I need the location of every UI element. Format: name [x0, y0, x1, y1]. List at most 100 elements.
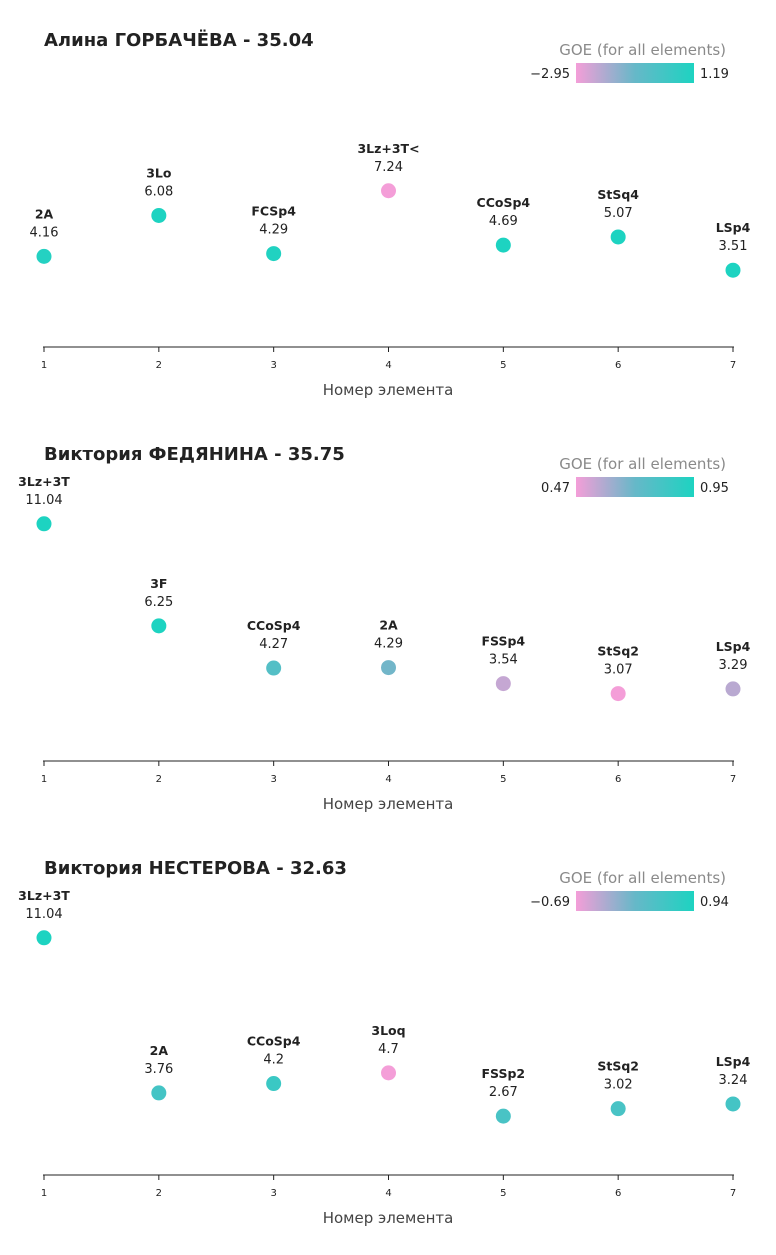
chart-3-point-score-label: 3.02	[604, 1078, 633, 1093]
chart-1-x-tick-label: 5	[500, 360, 506, 371]
chart-3-data-point	[381, 1065, 396, 1081]
chart-2-legend-min-label: 0.47	[541, 481, 570, 496]
chart-1-point-element-label: 2A	[35, 206, 54, 221]
chart-1-data-point	[381, 183, 396, 199]
chart-2-point-element-label: CCoSp4	[247, 618, 301, 633]
chart-2-point-element-label: FSSp4	[482, 634, 526, 649]
chart-3-data-point	[36, 930, 52, 946]
chart-1-point-element-label: StSq4	[597, 187, 639, 202]
chart-1-data-point	[266, 246, 282, 262]
chart-1-legend-gradient-bar	[576, 63, 694, 83]
chart-1-data-point	[495, 237, 511, 253]
chart-3-x-tick-label: 7	[730, 1188, 736, 1199]
chart-1-point-score-label: 4.16	[30, 225, 59, 240]
chart-2-x-tick-label: 1	[41, 774, 47, 785]
chart-1-data-point	[151, 207, 167, 223]
chart-1-x-tick-label: 3	[270, 360, 276, 371]
chart-2-point-element-label: LSp4	[716, 639, 751, 654]
chart-1-x-tick-label: 2	[156, 360, 162, 371]
chart-3-point-score-label: 3.24	[719, 1073, 748, 1088]
chart-1-data-point	[36, 248, 52, 264]
chart-2-title: Виктория ФЕДЯНИНА - 35.75	[44, 444, 345, 465]
chart-2-data-point	[266, 660, 282, 676]
chart-3-legend-min-label: −0.69	[530, 895, 570, 910]
chart-1-legend-title: GOE (for all elements)	[559, 41, 726, 59]
chart-3-point-element-label: FSSp2	[482, 1066, 526, 1081]
chart-1-title: Алина ГОРБАЧЁВА - 35.04	[44, 29, 314, 51]
chart-3-x-tick-label: 6	[615, 1188, 621, 1199]
chart-2-point-score-label: 3.07	[604, 663, 633, 678]
chart-2-x-tick-label: 3	[270, 774, 276, 785]
chart-2-data-point	[725, 681, 741, 697]
chart-2-point-element-label: 2A	[379, 618, 398, 633]
chart-2-point-element-label: 3Lz+3T	[18, 474, 70, 489]
chart-2-x-tick-label: 7	[730, 774, 736, 785]
chart-3-x-tick-label: 1	[41, 1188, 47, 1199]
chart-1-x-tick-label: 4	[385, 360, 391, 371]
chart-2-legend-title: GOE (for all elements)	[559, 455, 726, 473]
chart-1-point-element-label: CCoSp4	[477, 195, 531, 210]
chart-2-point-element-label: 3F	[150, 576, 167, 591]
chart-2-point-element-label: StSq2	[597, 644, 639, 659]
chart-svg-1: Алина ГОРБАЧЁВА - 35.04 GOE (for all elem…	[30, 29, 751, 399]
chart-1-point-element-label: 3Lo	[146, 165, 172, 180]
chart-3-x-tick-label: 4	[385, 1188, 391, 1199]
chart-2-data-point	[151, 618, 167, 634]
chart-1-legend-max-label: 1.19	[700, 67, 729, 82]
chart-3-title: Виктория НЕСТЕРОВА - 32.63	[44, 858, 347, 879]
chart-3-point-score-label: 2.67	[489, 1085, 518, 1100]
chart-2-data-point	[610, 686, 626, 702]
chart-3-data-point	[266, 1076, 282, 1092]
chart-2-point-score-label: 3.54	[489, 653, 518, 668]
chart-3-x-tick-label: 2	[156, 1188, 162, 1199]
chart-3-point-element-label: 3Lz+3T	[18, 888, 70, 903]
chart-3-data-point	[151, 1085, 167, 1101]
chart-1-x-axis-label: Номер элемента	[323, 381, 454, 399]
chart-svg-2: Виктория ФЕДЯНИНА - 35.75 GOE (for all el…	[18, 444, 751, 813]
chart-3-x-tick-label: 3	[270, 1188, 276, 1199]
chart-2-legend-gradient-bar	[576, 477, 694, 497]
chart-panel-1: Алина ГОРБАЧЁВА - 35.04 GOE (for all elem…	[0, 0, 776, 414]
chart-3-data-point	[725, 1096, 741, 1112]
chart-1-point-score-label: 4.29	[259, 223, 288, 238]
chart-1-point-score-label: 6.08	[144, 184, 173, 199]
chart-3-point-score-label: 3.76	[144, 1062, 173, 1077]
chart-3-legend-title: GOE (for all elements)	[559, 869, 726, 887]
chart-2-point-score-label: 11.04	[25, 493, 62, 508]
chart-1-point-element-label: FCSp4	[251, 204, 296, 219]
chart-1-x-tick-label: 1	[41, 360, 47, 371]
chart-2-point-score-label: 6.25	[144, 595, 173, 610]
chart-2-point-score-label: 3.29	[719, 658, 748, 673]
chart-3-point-element-label: 3Loq	[371, 1023, 405, 1038]
chart-1-data-point	[610, 229, 626, 245]
chart-3-data-point	[610, 1101, 626, 1117]
chart-3-x-tick-label: 5	[500, 1188, 506, 1199]
chart-2-x-axis-label: Номер элемента	[323, 795, 454, 813]
chart-3-data-point	[495, 1108, 511, 1124]
chart-1-x-tick-label: 7	[730, 360, 736, 371]
chart-2-x-tick-label: 4	[385, 774, 391, 785]
chart-2-data-point	[36, 516, 52, 532]
chart-3-legend-gradient-bar	[576, 891, 694, 911]
chart-1-point-score-label: 3.51	[719, 239, 748, 254]
chart-1-point-score-label: 4.69	[489, 214, 518, 229]
chart-1-x-tick-label: 6	[615, 360, 621, 371]
chart-1-point-score-label: 5.07	[604, 206, 633, 221]
chart-2-x-tick-label: 5	[500, 774, 506, 785]
chart-3-point-score-label: 4.7	[378, 1042, 399, 1057]
chart-2-point-score-label: 4.27	[259, 637, 288, 652]
chart-2-data-point	[381, 660, 396, 676]
chart-3-point-element-label: 2A	[150, 1043, 169, 1058]
chart-panel-2: Виктория ФЕДЯНИНА - 35.75 GOE (for all el…	[0, 414, 776, 828]
chart-2-x-tick-label: 6	[615, 774, 621, 785]
chart-3-point-element-label: StSq2	[597, 1059, 639, 1074]
chart-1-data-point	[725, 262, 741, 278]
chart-3-x-axis-label: Номер элемента	[323, 1209, 454, 1227]
chart-3-point-element-label: CCoSp4	[247, 1034, 301, 1049]
chart-1-legend-min-label: −2.95	[530, 67, 570, 82]
chart-2-x-tick-label: 2	[156, 774, 162, 785]
chart-svg-3: Виктория НЕСТЕРОВА - 32.63 GOE (for all e…	[18, 858, 750, 1227]
chart-2-point-score-label: 4.29	[374, 637, 403, 652]
chart-3-point-score-label: 11.04	[25, 907, 62, 922]
chart-2-data-point	[495, 676, 511, 692]
